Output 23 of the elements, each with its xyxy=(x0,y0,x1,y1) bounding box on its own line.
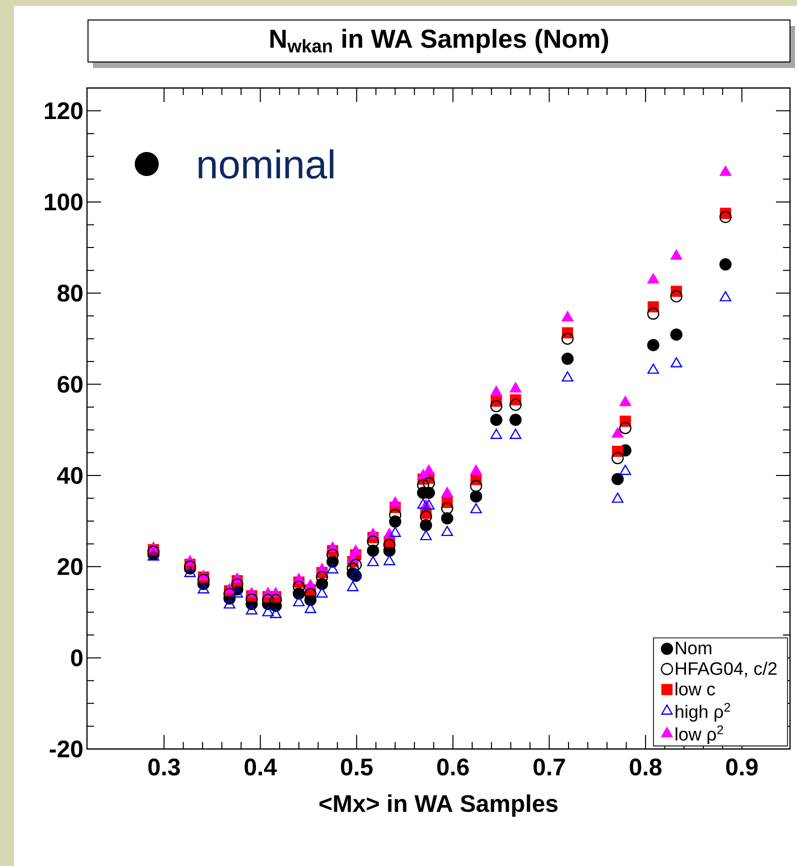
x-tick-label: 0.5 xyxy=(340,758,373,776)
x-tick-label: 0.9 xyxy=(726,758,758,776)
x-tick-label: 0.6 xyxy=(437,758,469,776)
annotation: nominal xyxy=(198,149,334,179)
x-tick-label: 0.7 xyxy=(534,758,565,776)
legend-label: Nom xyxy=(676,642,712,654)
legend-label: low ρ$^{2}$ xyxy=(676,725,724,744)
y-tick-label: 0 xyxy=(71,649,82,666)
y-tick-label: 20 xyxy=(58,558,82,576)
y-tick-label: -20 xyxy=(50,740,82,758)
y-tick-label: 60 xyxy=(58,376,82,393)
x-tick-label: 0.3 xyxy=(148,758,180,776)
y-tick-label: 40 xyxy=(57,466,82,484)
x-tick-label: 0.4 xyxy=(244,758,277,776)
y-tick-label: 80 xyxy=(58,284,82,302)
chart-title: N$_{wkan}$ in WA Samples (Nom) xyxy=(270,28,608,54)
y-tick-label: 100 xyxy=(44,193,82,210)
legend-label: low c xyxy=(676,682,715,696)
x-tick-label: 0.8 xyxy=(630,758,662,776)
x-axis-title: <Mx> in WA Samples xyxy=(319,794,558,817)
legend-label: high ρ$^{2}$ xyxy=(676,702,730,722)
y-tick-label: 120 xyxy=(44,102,82,120)
legend-label: HFAG04, c/2 xyxy=(676,662,777,678)
